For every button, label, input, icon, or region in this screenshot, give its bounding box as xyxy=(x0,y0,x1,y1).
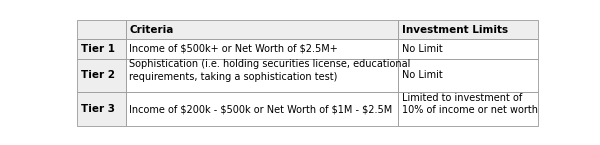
Bar xyxy=(77,20,125,39)
Text: Investment Limits: Investment Limits xyxy=(402,25,508,35)
Text: Sophistication (i.e. holding securities license, educational
requirements, takin: Sophistication (i.e. holding securities … xyxy=(130,59,411,82)
Bar xyxy=(125,92,398,126)
Bar xyxy=(77,92,125,126)
Bar xyxy=(77,59,125,92)
Text: Income of $200k - $500k or Net Worth of $1M - $2.5M: Income of $200k - $500k or Net Worth of … xyxy=(130,104,392,114)
Text: Limited to investment of
10% of income or net worth: Limited to investment of 10% of income o… xyxy=(402,93,538,115)
Text: Tier 2: Tier 2 xyxy=(81,70,115,80)
Bar xyxy=(398,92,538,126)
Bar xyxy=(125,39,398,59)
Text: Tier 1: Tier 1 xyxy=(81,44,115,54)
Bar xyxy=(125,59,398,92)
Text: Income of $500k+ or Net Worth of $2.5M+: Income of $500k+ or Net Worth of $2.5M+ xyxy=(130,44,338,54)
Bar xyxy=(125,20,398,39)
Text: No Limit: No Limit xyxy=(402,70,443,80)
Bar xyxy=(398,59,538,92)
Bar xyxy=(77,39,125,59)
Text: No Limit: No Limit xyxy=(402,44,443,54)
Text: Tier 3: Tier 3 xyxy=(81,104,115,114)
Bar xyxy=(398,20,538,39)
Bar xyxy=(398,39,538,59)
Text: Criteria: Criteria xyxy=(130,25,174,35)
